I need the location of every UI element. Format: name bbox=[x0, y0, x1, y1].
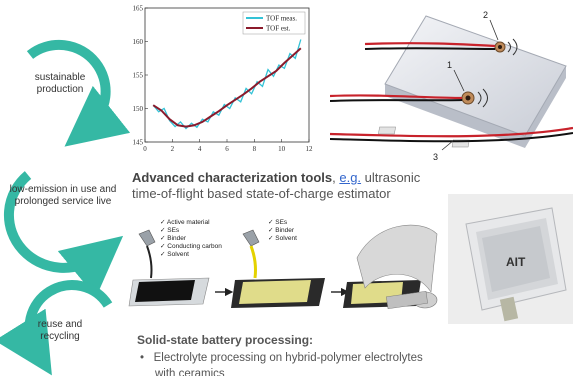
y-tick-label: 155 bbox=[133, 72, 144, 80]
legend-label-measured: TOF meas. bbox=[266, 15, 297, 23]
x-tick-label: 8 bbox=[253, 145, 257, 153]
x-tick-label: 4 bbox=[198, 145, 202, 153]
y-tick-label: 145 bbox=[133, 139, 144, 147]
y-tick-label: 160 bbox=[133, 38, 144, 46]
wire-2-black bbox=[364, 47, 496, 50]
cell-side bbox=[385, 66, 566, 148]
wire-3-red bbox=[330, 126, 573, 138]
chart-legend: TOF meas. TOF est. bbox=[242, 11, 306, 35]
wire-2-red bbox=[364, 42, 496, 48]
processing-bullet-1: • Electrolyte processing on hybrid-polym… bbox=[140, 352, 423, 364]
processing-bullet-1-cont: with ceramics bbox=[155, 368, 225, 376]
x-tick-label: 12 bbox=[306, 145, 314, 153]
cycle-step-use: low-emission in use and prolonged servic… bbox=[9, 184, 117, 207]
callout-label-2: 2 bbox=[483, 10, 488, 20]
coating-process-illustration bbox=[128, 224, 438, 310]
series-line-estimated bbox=[152, 47, 302, 128]
cycle-step-recycling: reuse and recycling bbox=[37, 319, 83, 342]
cycle-arrow-2 bbox=[3, 171, 124, 298]
callout-label-1: 1 bbox=[447, 60, 452, 70]
cycle-step-production: sustainable production bbox=[34, 72, 86, 95]
x-tick-label: 0 bbox=[143, 145, 147, 153]
cell-top bbox=[384, 15, 567, 137]
eg-link[interactable]: e.g. bbox=[339, 170, 362, 185]
ultrasonic-sensor-2 bbox=[494, 38, 518, 56]
battery-cell-illustration: 2 1 3 bbox=[330, 10, 573, 162]
x-tick-label: 2 bbox=[171, 145, 175, 153]
x-tick-label: 10 bbox=[278, 145, 286, 153]
y-tick-label: 150 bbox=[133, 105, 144, 113]
checklist-slurry-2: SEs Binder Solvent bbox=[268, 219, 297, 243]
cell-tab-left bbox=[378, 126, 396, 135]
processing-heading: Solid-state battery processing: bbox=[137, 333, 314, 347]
tof-chart: 145 150 155 160 165 0 2 4 6 8 10 12 TOF meas. TOF … bbox=[133, 5, 314, 154]
wire-1-red bbox=[330, 94, 463, 100]
checklist-slurry-1: Active material SEs Binder Conducting ca… bbox=[160, 219, 222, 259]
callout-label-3: 3 bbox=[433, 152, 438, 162]
pouch-cell-image: AIT bbox=[465, 207, 567, 322]
cycle-arrow-3 bbox=[0, 280, 113, 376]
cycle-arrow-1 bbox=[26, 39, 130, 147]
legend-label-estimated: TOF est. bbox=[266, 25, 291, 33]
process-step-2 bbox=[231, 229, 325, 308]
characterization-heading: Advanced characterization tools, e.g. ul… bbox=[132, 170, 421, 201]
x-tick-label: 6 bbox=[225, 145, 229, 153]
pouch-brand-label: AIT bbox=[506, 255, 526, 269]
pouch-cell-photo: AIT bbox=[448, 194, 573, 324]
process-step-1 bbox=[128, 229, 210, 307]
process-step-3 bbox=[343, 224, 438, 310]
wire-3-black bbox=[330, 132, 573, 143]
lifecycle-arrows bbox=[0, 39, 130, 376]
wire-1-black bbox=[330, 99, 463, 102]
y-tick-label: 165 bbox=[133, 5, 144, 13]
